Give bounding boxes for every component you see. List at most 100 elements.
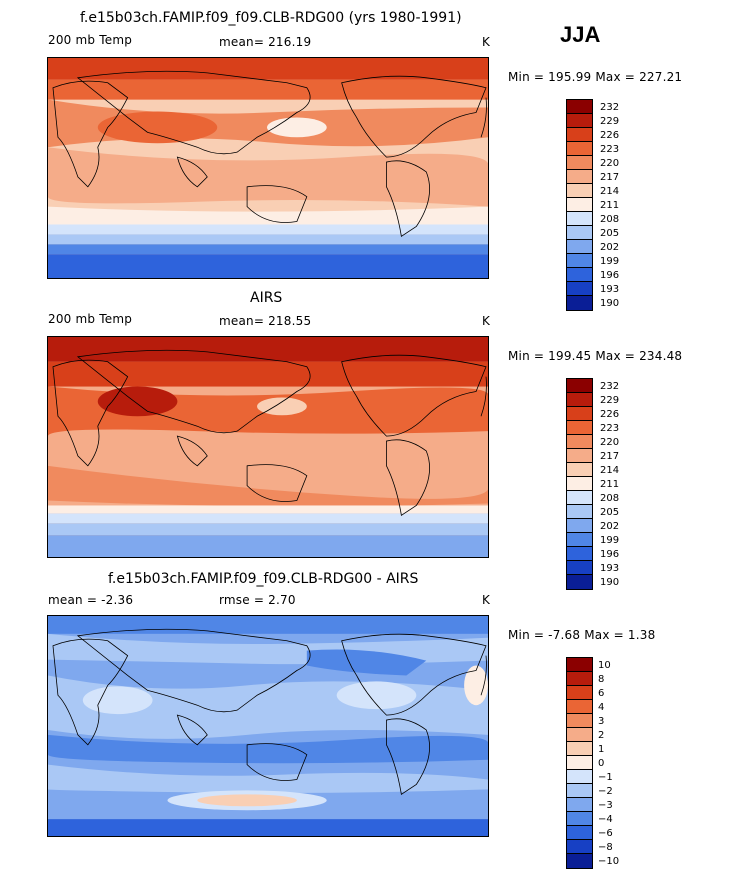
panel1-colorbar-swatch xyxy=(567,114,592,128)
colorbar-tick: 190 xyxy=(600,577,620,588)
colorbar-tick: 223 xyxy=(600,144,620,155)
panel3-minmax: Min = -7.68 Max = 1.38 xyxy=(508,628,656,642)
panel3-colorbar-swatch xyxy=(567,672,592,686)
colorbar-tick: −2 xyxy=(598,786,613,797)
panel3-colorbar-ticks: 10 8 6 4 3 2 1 0 −1 −2 −3 −4 −6 −8 −10 xyxy=(598,659,619,869)
panel2-minmax: Min = 199.45 Max = 234.48 xyxy=(508,349,683,363)
panel2-colorbar xyxy=(566,378,593,590)
panel3-colorbar-swatch xyxy=(567,700,592,714)
panel2-colorbar-swatch xyxy=(567,491,592,505)
panel3-map xyxy=(47,615,489,837)
colorbar-tick: 214 xyxy=(600,465,620,476)
panel2-colorbar-swatch xyxy=(567,463,592,477)
panel1-colorbar-swatch xyxy=(567,100,592,114)
panel1-colorbar-swatch xyxy=(567,282,592,296)
panel3-colorbar-swatch xyxy=(567,812,592,826)
panel2-colorbar-swatch xyxy=(567,435,592,449)
colorbar-tick: 214 xyxy=(600,186,620,197)
colorbar-tick: 6 xyxy=(598,688,605,699)
panel2-colorbar-swatch xyxy=(567,407,592,421)
colorbar-tick: 229 xyxy=(600,395,620,406)
panel1-colorbar-swatch xyxy=(567,170,592,184)
panel3-colorbar xyxy=(566,657,593,869)
panel2-variable-label: 200 mb Temp xyxy=(48,312,133,326)
panel3-colorbar-swatch xyxy=(567,658,592,672)
colorbar-tick: 229 xyxy=(600,116,620,127)
panel3-colorbar-swatch xyxy=(567,784,592,798)
colorbar-tick: 190 xyxy=(600,298,620,309)
panel1-colorbar xyxy=(566,99,593,311)
colorbar-tick: −1 xyxy=(598,772,613,783)
panel2-colorbar-swatch xyxy=(567,421,592,435)
panel3-colorbar-swatch xyxy=(567,686,592,700)
panel3-colorbar-swatch xyxy=(567,826,592,840)
colorbar-tick: −3 xyxy=(598,800,613,811)
colorbar-tick: 1 xyxy=(598,744,605,755)
colorbar-tick: 220 xyxy=(600,158,620,169)
colorbar-tick: 223 xyxy=(600,423,620,434)
colorbar-tick: 10 xyxy=(598,660,611,671)
panel3-colorbar-swatch xyxy=(567,728,592,742)
colorbar-tick: 211 xyxy=(600,200,620,211)
colorbar-tick: 205 xyxy=(600,228,620,239)
colorbar-tick: 196 xyxy=(600,270,620,281)
panel1-title: f.e15b03ch.FAMIP.f09_f09.CLB-RDG00 (yrs … xyxy=(80,10,462,26)
colorbar-tick: −10 xyxy=(598,856,620,867)
panel3-mean-label: mean = -2.36 xyxy=(48,593,134,607)
panel3-colorbar-swatch xyxy=(567,840,592,854)
colorbar-tick: 4 xyxy=(598,702,605,713)
colorbar-tick: 199 xyxy=(600,256,620,267)
panel1-units: K xyxy=(482,35,491,49)
panel2-units: K xyxy=(482,314,491,328)
panel1-colorbar-swatch xyxy=(567,184,592,198)
panel3-rmse-label: rmse = 2.70 xyxy=(219,593,296,607)
colorbar-tick: 208 xyxy=(600,493,620,504)
colorbar-tick: −8 xyxy=(598,842,613,853)
panel3-colorbar-swatch xyxy=(567,714,592,728)
colorbar-tick: 226 xyxy=(600,130,620,141)
colorbar-tick: 202 xyxy=(600,242,620,253)
panel2-colorbar-swatch xyxy=(567,547,592,561)
colorbar-tick: 193 xyxy=(600,563,620,574)
colorbar-tick: 196 xyxy=(600,549,620,560)
panel2-colorbar-swatch xyxy=(567,561,592,575)
panel2-map xyxy=(47,336,489,558)
colorbar-tick: 232 xyxy=(600,381,620,392)
panel2-colorbar-swatch xyxy=(567,505,592,519)
panel3-colorbar-swatch xyxy=(567,798,592,812)
panel2-mean-label: mean= 218.55 xyxy=(219,314,312,328)
colorbar-tick: −4 xyxy=(598,814,613,825)
colorbar-tick: 208 xyxy=(600,214,620,225)
panel1-colorbar-swatch xyxy=(567,142,592,156)
panel1-colorbar-swatch xyxy=(567,268,592,282)
panel3-colorbar-swatch xyxy=(567,854,592,868)
colorbar-tick: 202 xyxy=(600,521,620,532)
colorbar-tick: 211 xyxy=(600,479,620,490)
panel1-colorbar-swatch xyxy=(567,254,592,268)
panel1-minmax: Min = 195.99 Max = 227.21 xyxy=(508,70,683,84)
colorbar-tick: 0 xyxy=(598,758,605,769)
colorbar-tick: 8 xyxy=(598,674,605,685)
panel2-colorbar-swatch xyxy=(567,477,592,491)
panel3-colorbar-swatch xyxy=(567,756,592,770)
colorbar-tick: 217 xyxy=(600,451,620,462)
colorbar-tick: 205 xyxy=(600,507,620,518)
panel1-colorbar-swatch xyxy=(567,212,592,226)
panel1-variable-label: 200 mb Temp xyxy=(48,33,133,47)
colorbar-tick: 220 xyxy=(600,437,620,448)
season-label: JJA xyxy=(560,22,601,47)
panel1-colorbar-swatch xyxy=(567,198,592,212)
panel2-colorbar-swatch xyxy=(567,519,592,533)
panel1-map xyxy=(47,57,489,279)
panel3-colorbar-swatch xyxy=(567,742,592,756)
panel1-colorbar-swatch xyxy=(567,240,592,254)
panel1-colorbar-swatch xyxy=(567,156,592,170)
panel1-colorbar-swatch xyxy=(567,226,592,240)
panel2-colorbar-ticks: 232 229 226 223 220 217 214 211 208 205 … xyxy=(600,380,619,590)
panel1-mean-label: mean= 216.19 xyxy=(219,35,312,49)
colorbar-tick: 232 xyxy=(600,102,620,113)
colorbar-tick: 3 xyxy=(598,716,605,727)
colorbar-tick: 199 xyxy=(600,535,620,546)
panel3-colorbar-swatch xyxy=(567,770,592,784)
panel1-colorbar-swatch xyxy=(567,296,592,310)
